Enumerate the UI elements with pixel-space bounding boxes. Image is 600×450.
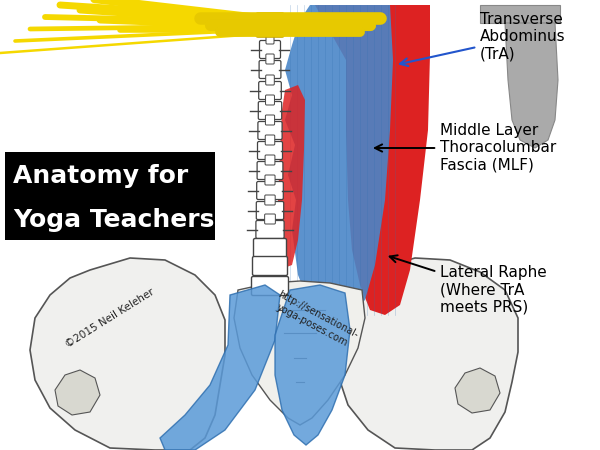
FancyBboxPatch shape bbox=[266, 75, 274, 85]
Text: ©2015 Neil Keleher: ©2015 Neil Keleher bbox=[64, 287, 156, 350]
Polygon shape bbox=[160, 285, 280, 450]
Text: Yoga Teachers: Yoga Teachers bbox=[13, 208, 214, 232]
FancyBboxPatch shape bbox=[257, 141, 283, 159]
Polygon shape bbox=[315, 5, 430, 315]
FancyBboxPatch shape bbox=[266, 54, 274, 64]
FancyBboxPatch shape bbox=[256, 220, 284, 238]
FancyBboxPatch shape bbox=[265, 195, 275, 205]
FancyBboxPatch shape bbox=[259, 81, 281, 99]
FancyBboxPatch shape bbox=[256, 202, 284, 220]
FancyBboxPatch shape bbox=[266, 95, 274, 105]
FancyBboxPatch shape bbox=[265, 155, 275, 165]
FancyBboxPatch shape bbox=[257, 162, 283, 180]
FancyBboxPatch shape bbox=[259, 60, 281, 78]
Polygon shape bbox=[338, 258, 518, 450]
Text: http://sensational-
yoga-poses.com: http://sensational- yoga-poses.com bbox=[271, 289, 359, 351]
Polygon shape bbox=[30, 258, 225, 450]
Polygon shape bbox=[278, 85, 305, 268]
Polygon shape bbox=[505, 23, 558, 148]
Bar bbox=[5, 152, 215, 240]
FancyBboxPatch shape bbox=[256, 13, 284, 37]
FancyBboxPatch shape bbox=[258, 122, 282, 140]
FancyBboxPatch shape bbox=[260, 40, 281, 58]
FancyBboxPatch shape bbox=[266, 34, 274, 44]
Polygon shape bbox=[285, 5, 393, 318]
Polygon shape bbox=[455, 368, 500, 413]
FancyBboxPatch shape bbox=[265, 115, 275, 125]
FancyBboxPatch shape bbox=[265, 214, 275, 224]
FancyBboxPatch shape bbox=[257, 181, 283, 199]
FancyBboxPatch shape bbox=[259, 102, 282, 120]
Polygon shape bbox=[55, 370, 100, 415]
Polygon shape bbox=[234, 281, 365, 425]
Text: Lateral Raphe
(Where TrA
meets PRS): Lateral Raphe (Where TrA meets PRS) bbox=[390, 255, 547, 315]
Polygon shape bbox=[275, 285, 350, 445]
Text: Transverse
Abdominus
(TrA): Transverse Abdominus (TrA) bbox=[400, 12, 566, 66]
FancyBboxPatch shape bbox=[265, 175, 275, 185]
FancyBboxPatch shape bbox=[254, 238, 287, 257]
Text: Anatomy for: Anatomy for bbox=[13, 164, 188, 188]
FancyBboxPatch shape bbox=[251, 276, 289, 296]
FancyBboxPatch shape bbox=[253, 256, 287, 275]
Bar bbox=[480, 5, 560, 23]
Text: Middle Layer
Thoracolumbar
Fascia (MLF): Middle Layer Thoracolumbar Fascia (MLF) bbox=[375, 123, 556, 173]
FancyBboxPatch shape bbox=[265, 135, 275, 145]
